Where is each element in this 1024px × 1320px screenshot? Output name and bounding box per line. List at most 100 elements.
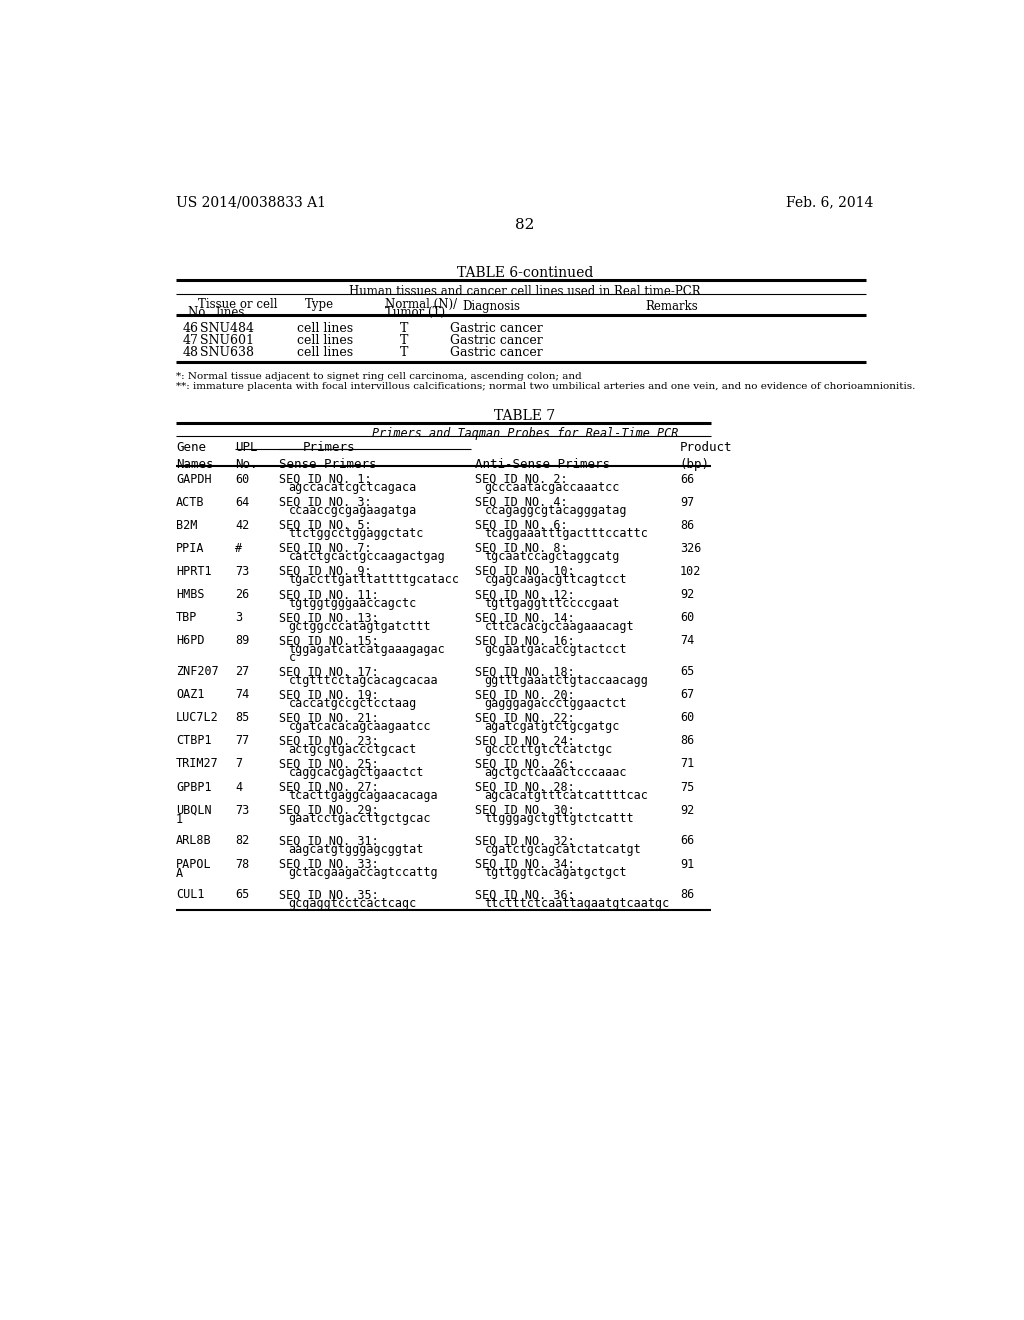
Text: 66: 66 xyxy=(680,834,694,847)
Text: Product: Product xyxy=(680,441,732,454)
Text: cttcacacgccaagaaacagt: cttcacacgccaagaaacagt xyxy=(484,619,634,632)
Text: SEQ ID NO. 19:: SEQ ID NO. 19: xyxy=(280,688,379,701)
Text: SEQ ID NO. 20:: SEQ ID NO. 20: xyxy=(475,688,574,701)
Text: cell lines: cell lines xyxy=(297,334,353,347)
Text: 64: 64 xyxy=(234,496,249,508)
Text: 47: 47 xyxy=(182,334,198,347)
Text: Normal (N)/: Normal (N)/ xyxy=(385,298,458,310)
Text: ggtttgaaatctgtaccaacagg: ggtttgaaatctgtaccaacagg xyxy=(484,673,648,686)
Text: caccatgccgctcctaag: caccatgccgctcctaag xyxy=(289,697,417,710)
Text: ttgggagctgttgtctcattt: ttgggagctgttgtctcattt xyxy=(484,812,634,825)
Text: TBP: TBP xyxy=(176,611,198,624)
Text: 42: 42 xyxy=(234,519,249,532)
Text: 86: 86 xyxy=(680,519,694,532)
Text: SEQ ID NO. 8:: SEQ ID NO. 8: xyxy=(475,543,568,554)
Text: 67: 67 xyxy=(680,688,694,701)
Text: 73: 73 xyxy=(234,804,249,817)
Text: ZNF207: ZNF207 xyxy=(176,665,219,678)
Text: 86: 86 xyxy=(680,734,694,747)
Text: SNU601: SNU601 xyxy=(200,334,254,347)
Text: UBQLN: UBQLN xyxy=(176,804,212,817)
Text: SNU484: SNU484 xyxy=(200,322,254,335)
Text: (bp): (bp) xyxy=(680,458,710,471)
Text: gcccaatacgaccaaatcc: gcccaatacgaccaaatcc xyxy=(484,480,620,494)
Text: SEQ ID NO. 11:: SEQ ID NO. 11: xyxy=(280,589,379,601)
Text: SEQ ID NO. 5:: SEQ ID NO. 5: xyxy=(280,519,372,532)
Text: ctgtttcctagcacagcacaa: ctgtttcctagcacagcacaa xyxy=(289,673,438,686)
Text: gcgaatgacaccgtactcct: gcgaatgacaccgtactcct xyxy=(484,643,627,656)
Text: SEQ ID NO. 28:: SEQ ID NO. 28: xyxy=(475,780,574,793)
Text: ccagaggcgtacagggatag: ccagaggcgtacagggatag xyxy=(484,504,627,517)
Text: Gene: Gene xyxy=(176,441,206,454)
Text: tgttggtcacagatgctgct: tgttggtcacagatgctgct xyxy=(484,866,627,879)
Text: actgcgtgaccctgcact: actgcgtgaccctgcact xyxy=(289,743,417,756)
Text: 75: 75 xyxy=(680,780,694,793)
Text: Names: Names xyxy=(176,458,214,471)
Text: SEQ ID NO. 2:: SEQ ID NO. 2: xyxy=(475,473,568,486)
Text: Human tissues and cancer cell lines used in Real time-PCR: Human tissues and cancer cell lines used… xyxy=(349,285,700,298)
Text: tcacttgaggcagaacacaga: tcacttgaggcagaacacaga xyxy=(289,789,438,803)
Text: 60: 60 xyxy=(680,611,694,624)
Text: cell lines: cell lines xyxy=(297,322,353,335)
Text: SEQ ID NO. 25:: SEQ ID NO. 25: xyxy=(280,758,379,771)
Text: TABLE 7: TABLE 7 xyxy=(495,409,555,424)
Text: tgttgaggtttccccgaat: tgttgaggtttccccgaat xyxy=(484,597,620,610)
Text: SEQ ID NO. 13:: SEQ ID NO. 13: xyxy=(280,611,379,624)
Text: SEQ ID NO. 17:: SEQ ID NO. 17: xyxy=(280,665,379,678)
Text: 60: 60 xyxy=(680,711,694,725)
Text: ccaaccgcgagaagatga: ccaaccgcgagaagatga xyxy=(289,504,417,517)
Text: SEQ ID NO. 26:: SEQ ID NO. 26: xyxy=(475,758,574,771)
Text: No.  lines: No. lines xyxy=(188,306,245,319)
Text: SNU638: SNU638 xyxy=(200,346,254,359)
Text: Tumor (T): Tumor (T) xyxy=(385,306,445,319)
Text: Gastric cancer: Gastric cancer xyxy=(450,334,543,347)
Text: No.: No. xyxy=(234,458,257,471)
Text: Tissue or cell: Tissue or cell xyxy=(198,298,278,310)
Text: US 2014/0038833 A1: US 2014/0038833 A1 xyxy=(176,195,326,210)
Text: 27: 27 xyxy=(234,665,249,678)
Text: cgatctgcagcatctatcatgt: cgatctgcagcatctatcatgt xyxy=(484,843,641,855)
Text: SEQ ID NO. 1:: SEQ ID NO. 1: xyxy=(280,473,372,486)
Text: TABLE 6-continued: TABLE 6-continued xyxy=(457,267,593,280)
Text: LUC7L2: LUC7L2 xyxy=(176,711,219,725)
Text: ttctggcctggaggctatc: ttctggcctggaggctatc xyxy=(289,527,424,540)
Text: T: T xyxy=(399,334,409,347)
Text: B2M: B2M xyxy=(176,519,198,532)
Text: SEQ ID NO. 23:: SEQ ID NO. 23: xyxy=(280,734,379,747)
Text: 60: 60 xyxy=(234,473,249,486)
Text: A: A xyxy=(176,867,183,880)
Text: 82: 82 xyxy=(234,834,249,847)
Text: Sense Primers: Sense Primers xyxy=(280,458,377,471)
Text: Primers and Taqman Probes for Real-Time PCR: Primers and Taqman Probes for Real-Time … xyxy=(372,428,678,440)
Text: HMBS: HMBS xyxy=(176,589,205,601)
Text: PAPOL: PAPOL xyxy=(176,858,212,871)
Text: SEQ ID NO. 31:: SEQ ID NO. 31: xyxy=(280,834,379,847)
Text: 77: 77 xyxy=(234,734,249,747)
Text: SEQ ID NO. 12:: SEQ ID NO. 12: xyxy=(475,589,574,601)
Text: Type: Type xyxy=(305,298,334,310)
Text: catctgcactgccaagactgag: catctgcactgccaagactgag xyxy=(289,550,445,564)
Text: cgatcacacagcaagaatcc: cgatcacacagcaagaatcc xyxy=(289,719,431,733)
Text: GPBP1: GPBP1 xyxy=(176,780,212,793)
Text: 74: 74 xyxy=(680,635,694,647)
Text: gctggcccatagtgatcttt: gctggcccatagtgatcttt xyxy=(289,619,431,632)
Text: SEQ ID NO. 32:: SEQ ID NO. 32: xyxy=(475,834,574,847)
Text: CUL1: CUL1 xyxy=(176,888,205,902)
Text: TRIM27: TRIM27 xyxy=(176,758,219,771)
Text: 48: 48 xyxy=(182,346,199,359)
Text: agctgctcaaactcccaaac: agctgctcaaactcccaaac xyxy=(484,766,627,779)
Text: Gastric cancer: Gastric cancer xyxy=(450,322,543,335)
Text: SEQ ID NO. 24:: SEQ ID NO. 24: xyxy=(475,734,574,747)
Text: 66: 66 xyxy=(680,473,694,486)
Text: SEQ ID NO. 29:: SEQ ID NO. 29: xyxy=(280,804,379,817)
Text: SEQ ID NO. 27:: SEQ ID NO. 27: xyxy=(280,780,379,793)
Text: cgagcaagacgttcagtcct: cgagcaagacgttcagtcct xyxy=(484,573,627,586)
Text: 91: 91 xyxy=(680,858,694,871)
Text: Gastric cancer: Gastric cancer xyxy=(450,346,543,359)
Text: aagcatgtgggagcggtat: aagcatgtgggagcggtat xyxy=(289,843,424,855)
Text: 82: 82 xyxy=(515,218,535,232)
Text: tgaccttgatttattttgcatacc: tgaccttgatttattttgcatacc xyxy=(289,573,460,586)
Text: ttctttctcaattagaatgtcaatgc: ttctttctcaattagaatgtcaatgc xyxy=(484,896,670,909)
Text: 26: 26 xyxy=(234,589,249,601)
Text: 7: 7 xyxy=(234,758,242,771)
